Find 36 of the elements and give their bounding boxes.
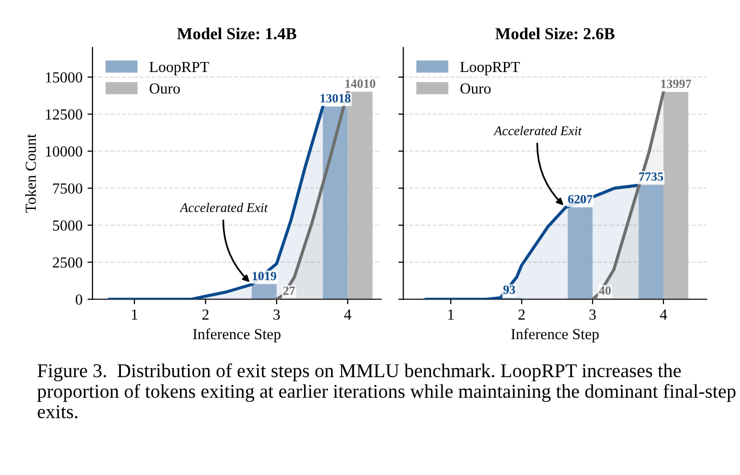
y-tick-label: 10000 bbox=[46, 146, 82, 157]
x-tick-label: 4 bbox=[344, 310, 352, 320]
y-tick-label: 7500 bbox=[53, 183, 82, 194]
legend-label: LoopRPT bbox=[460, 62, 520, 76]
y-tick-label: 12500 bbox=[46, 109, 82, 120]
legend-label: Ouro bbox=[460, 83, 491, 94]
x-tick-label: 2 bbox=[202, 309, 208, 320]
annotation: Accelerated Exit bbox=[493, 126, 582, 136]
data-label: 1019 bbox=[252, 272, 276, 280]
x-tick-label: 4 bbox=[660, 310, 668, 320]
x-axis-title: Inference Step bbox=[193, 328, 281, 342]
data-label: 40 bbox=[598, 286, 611, 295]
data-label: 14010 bbox=[346, 79, 376, 88]
x-tick-label: 3 bbox=[589, 309, 596, 320]
data-label: 13018 bbox=[320, 94, 350, 103]
data-label: 13997 bbox=[661, 80, 692, 88]
y-tick-label: 0 bbox=[76, 294, 82, 305]
x-tick-label: 2 bbox=[518, 309, 525, 320]
data-label: 6207 bbox=[568, 194, 592, 204]
data-label: 93 bbox=[503, 286, 516, 294]
chart-title: Model Size: 2.6B bbox=[495, 28, 614, 40]
x-tick-label: 1 bbox=[448, 309, 454, 320]
y-tick-label: 15000 bbox=[46, 72, 82, 83]
x-tick-label: 3 bbox=[274, 309, 280, 320]
chart-title: Model Size: 1.4B bbox=[177, 28, 296, 40]
data-label: 7735 bbox=[639, 172, 664, 181]
legend-label: LoopRPT bbox=[149, 62, 210, 76]
x-tick-label: 1 bbox=[132, 309, 138, 320]
y-axis-title: Token Count bbox=[25, 134, 36, 213]
y-tick-label: 5000 bbox=[53, 220, 82, 231]
caption: Figure 3. Distribution of exit steps on MMLU benchmark. LoopRPT increases the proportion of tokens exiting at earlier iterations while maintaining the dominant final-step exits. bbox=[37, 363, 736, 418]
y-tick-label: 2500 bbox=[52, 257, 82, 268]
annotation: Accelerated Exit bbox=[179, 202, 268, 212]
data-label: 27 bbox=[283, 286, 295, 295]
legend-label: Ouro bbox=[150, 83, 180, 94]
x-axis-title: Inference Step bbox=[511, 328, 599, 342]
